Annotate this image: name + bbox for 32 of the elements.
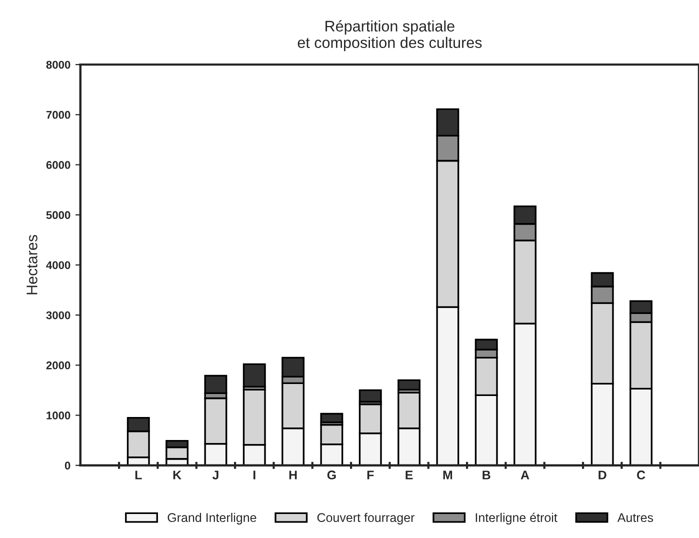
x-tick-label: K <box>173 470 182 480</box>
legend-label: Grand Interligne <box>168 512 256 524</box>
x-tick-label: I <box>253 470 256 480</box>
y-tick-label: 1000 <box>46 412 70 420</box>
legend-label: Autres <box>617 513 654 522</box>
bar <box>358 389 382 403</box>
y-tick-label: 5000 <box>46 211 70 219</box>
x-tick-label: H <box>289 470 297 480</box>
y-tick-label: 6000 <box>46 161 70 169</box>
x-tick-label: M <box>443 470 452 480</box>
y-tick-label: 8000 <box>46 60 70 69</box>
x-tick-label: D <box>598 470 606 480</box>
y-tick-label: 2000 <box>46 361 70 370</box>
bar <box>242 363 266 388</box>
x-tick-label: F <box>367 470 374 480</box>
y-tick-label: 4000 <box>46 261 70 270</box>
y-axis-title: Hectares <box>26 234 38 294</box>
x-tick-label: E <box>406 470 413 480</box>
legend-label: Couvert fourrager <box>317 512 415 524</box>
x-tick-label: G <box>327 470 336 480</box>
y-tick-label: 3000 <box>46 311 70 320</box>
chart-title: Répartition spatiale et composition des cultures <box>298 20 482 52</box>
bar <box>398 379 420 391</box>
x-tick-label: B <box>482 470 490 480</box>
bar <box>320 412 344 424</box>
y-tick-label: 7000 <box>46 110 70 119</box>
y-tick-label: 0 <box>64 462 70 470</box>
legend-label: Interligne étroit <box>476 512 558 524</box>
x-tick-label: C <box>637 470 646 480</box>
x-tick-label: L <box>135 470 142 480</box>
x-tick-label: J <box>212 470 218 480</box>
x-tick-label: A <box>520 470 530 480</box>
